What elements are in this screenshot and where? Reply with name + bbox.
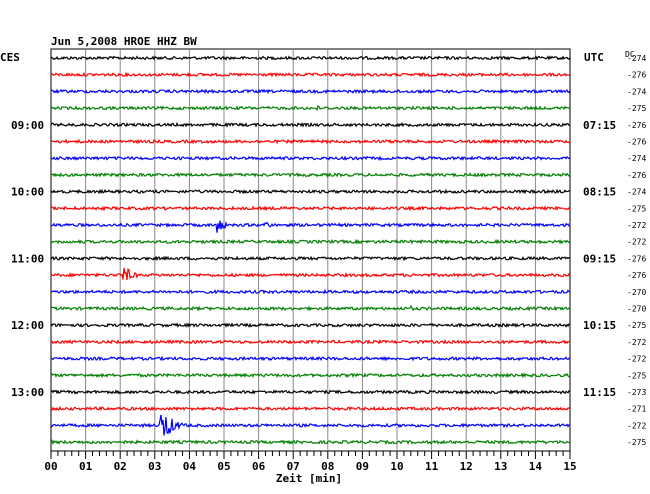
dc-offset-label: -272 — [627, 238, 646, 247]
dc-offset-label: -276 — [627, 254, 646, 263]
dc-offset-label: -276 — [627, 121, 646, 130]
trace-line — [50, 205, 571, 212]
dc-offset-label: -276 — [627, 271, 646, 280]
trace-line — [50, 71, 571, 78]
dc-offset-label: -275 — [627, 371, 646, 380]
x-tick-label: 01 — [79, 460, 93, 473]
x-tick-label: 14 — [529, 460, 543, 473]
trace-line — [50, 304, 571, 312]
trace-line — [50, 338, 571, 345]
left-time-label: 12:00 — [11, 319, 44, 332]
trace-line — [50, 220, 571, 233]
dc-offset-label: -275 — [627, 321, 646, 330]
x-tick-label: 04 — [183, 460, 197, 473]
dc-offset-label: -275 — [627, 438, 646, 447]
trace-line — [50, 138, 571, 145]
x-tick-label: 08 — [321, 460, 334, 473]
dc-offset-label: -270 — [627, 305, 646, 314]
dc-offset-label: -271 — [627, 405, 646, 414]
dc-offset-label: -275 — [627, 104, 646, 113]
trace-line — [50, 372, 571, 379]
x-tick-label: 02 — [114, 460, 127, 473]
trace-line — [50, 55, 571, 61]
dc-offset-label: -274 — [627, 188, 646, 197]
dc-offset-label: -276 — [627, 171, 646, 180]
trace-line — [50, 322, 571, 329]
right-axis-label: UTC — [584, 51, 604, 64]
trace-line — [50, 121, 570, 128]
x-tick-label: 06 — [252, 460, 266, 473]
dc-offset-label: -275 — [627, 204, 646, 213]
x-axis-label: Zeit [min] — [276, 472, 342, 485]
trace-line — [51, 88, 571, 95]
left-time-label: 13:00 — [11, 386, 44, 399]
trace-line — [50, 255, 571, 262]
plot-frame — [50, 48, 571, 452]
left-time-label: 10:00 — [11, 186, 44, 199]
trace-line — [50, 238, 571, 245]
dc-offset-label: -273 — [627, 388, 646, 397]
right-time-label: 10:15 — [583, 319, 616, 332]
trace-line — [50, 188, 571, 195]
x-tick-label: 00 — [44, 460, 57, 473]
dc-offset-label: -274 — [627, 154, 646, 163]
trace-line — [50, 267, 571, 281]
left-time-label: 09:00 — [11, 119, 44, 132]
dc-offset-label: -274 — [627, 54, 646, 63]
x-tick-label: 12 — [460, 460, 473, 473]
dc-offset-label: -274 — [627, 87, 646, 96]
right-time-label: 11:15 — [583, 386, 616, 399]
x-tick-label: 09 — [356, 460, 369, 473]
right-time-label: 07:15 — [583, 119, 616, 132]
trace-line — [50, 389, 571, 395]
dc-offset-label: -272 — [627, 338, 646, 347]
dc-offset-label: -270 — [627, 288, 646, 297]
dc-offset-label: -272 — [627, 421, 646, 430]
dc-offset-label: -276 — [627, 138, 646, 147]
dc-offset-label: -276 — [627, 71, 646, 80]
trace-line — [50, 414, 571, 436]
x-tick-label: 15 — [563, 460, 576, 473]
dc-label: DC — [625, 50, 635, 59]
trace-line — [50, 439, 571, 446]
x-tick-label: 07 — [287, 460, 300, 473]
trace-line — [50, 155, 571, 161]
left-time-label: 11:00 — [11, 252, 44, 265]
right-time-label: 09:15 — [583, 252, 616, 265]
x-tick-label: 10 — [390, 460, 403, 473]
trace-line — [50, 355, 571, 362]
x-tick-label: 03 — [148, 460, 161, 473]
x-tick-label: 13 — [494, 460, 507, 473]
chart-title: Jun 5,2008 HROE HHZ BW — [51, 35, 197, 48]
x-tick-label: 11 — [425, 460, 439, 473]
left-axis-label: CES — [0, 51, 20, 64]
right-time-label: 08:15 — [583, 186, 616, 199]
trace-line — [50, 405, 571, 412]
dc-offset-label: -272 — [627, 221, 646, 230]
x-tick-label: 05 — [217, 460, 230, 473]
trace-line — [50, 104, 571, 111]
dc-offset-label: -272 — [627, 355, 646, 364]
trace-line — [50, 288, 571, 295]
trace-line — [50, 172, 571, 178]
